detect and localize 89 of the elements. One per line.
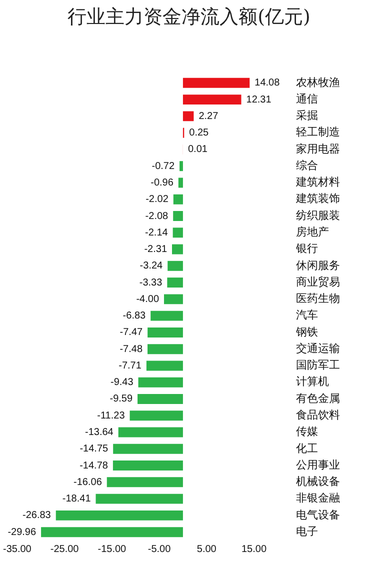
data-label: -4.00 — [136, 294, 160, 305]
bar — [130, 410, 183, 421]
data-label: -7.47 — [120, 327, 144, 338]
y-tick-label: 计算机 — [296, 375, 329, 388]
data-label: -0.96 — [150, 177, 174, 188]
y-tick-label: 建筑材料 — [295, 176, 340, 189]
data-label: -9.59 — [110, 394, 133, 405]
y-tick-label: 电子 — [296, 524, 318, 538]
data-label: -2.08 — [145, 210, 169, 222]
data-label: -26.83 — [22, 510, 52, 522]
y-tick-label: 通信 — [296, 92, 318, 106]
data-label: 12.31 — [246, 94, 272, 106]
y-tick-label: 化工 — [296, 442, 318, 455]
bar — [180, 161, 183, 172]
bar — [41, 527, 183, 538]
bar — [148, 327, 183, 338]
y-tick-label: 轻工制造 — [296, 126, 340, 139]
y-tick-label: 纺织服装 — [296, 208, 340, 222]
bar — [173, 211, 183, 221]
bar — [146, 360, 183, 371]
bar — [182, 94, 242, 105]
x-tick-label: 15.00 — [241, 544, 267, 556]
bar — [112, 460, 183, 471]
bar — [172, 244, 183, 254]
data-label: -2.02 — [146, 194, 169, 206]
y-tick-label: 商业贸易 — [296, 275, 340, 288]
y-tick-label: 交通运输 — [296, 342, 340, 355]
data-label: -3.33 — [139, 277, 163, 288]
y-tick-label: 房地产 — [296, 226, 329, 238]
x-tick-label: -5.00 — [148, 544, 172, 556]
x-tick-label: -15.00 — [98, 544, 127, 556]
y-tick-label: 汽车 — [296, 308, 318, 322]
y-tick-label: 国防军工 — [296, 358, 340, 372]
bar — [138, 377, 183, 388]
data-label: -7.48 — [120, 344, 143, 355]
bar — [96, 494, 183, 504]
data-label: -18.41 — [62, 494, 92, 505]
bar — [118, 427, 183, 438]
bar — [113, 444, 183, 454]
data-label: 2.27 — [198, 110, 219, 122]
bar — [182, 111, 194, 122]
data-label: -2.14 — [145, 227, 168, 238]
bar — [150, 310, 183, 321]
y-tick-label: 综合 — [296, 158, 318, 172]
bar — [106, 477, 183, 488]
bar — [172, 228, 183, 238]
y-tick-label: 公用事业 — [296, 458, 340, 472]
data-label: -3.24 — [140, 260, 164, 272]
x-tick-label: 5.00 — [196, 544, 217, 556]
data-label: 0.01 — [188, 144, 208, 156]
data-label: 0.25 — [189, 128, 210, 139]
y-tick-label: 建筑装饰 — [295, 192, 340, 206]
bar — [56, 510, 183, 520]
x-tick-label: -25.00 — [50, 544, 80, 556]
y-tick-label: 医药生物 — [296, 292, 340, 306]
bar — [148, 344, 183, 354]
data-label: -14.78 — [80, 460, 108, 472]
bar — [182, 78, 250, 88]
y-tick-label: 钢铁 — [295, 325, 318, 338]
y-tick-label: 食品饮料 — [296, 408, 340, 422]
bar — [173, 194, 183, 204]
chart-title: 行业主力资金净流入额(亿元) — [66, 5, 312, 30]
data-label: 14.08 — [254, 78, 280, 89]
data-label: -13.64 — [84, 427, 114, 438]
y-tick-label: 采掘 — [296, 109, 318, 122]
y-tick-label: 传媒 — [296, 425, 318, 438]
data-label: -9.43 — [110, 377, 134, 388]
bar — [164, 294, 183, 304]
data-label: -0.72 — [152, 160, 175, 172]
data-label: -14.75 — [80, 444, 109, 455]
data-label: -6.83 — [122, 310, 146, 322]
y-tick-label: 银行 — [295, 242, 318, 256]
y-tick-label: 电气设备 — [296, 508, 340, 522]
x-tick-label: -35.00 — [3, 544, 32, 556]
data-label: -16.06 — [74, 476, 102, 488]
data-label: -2.31 — [144, 244, 168, 256]
bar — [167, 278, 183, 288]
y-tick-label: 家用电器 — [296, 142, 340, 156]
bar — [168, 260, 183, 271]
y-tick-label: 非银金融 — [296, 492, 340, 505]
bar — [138, 394, 183, 404]
data-label: -11.23 — [97, 410, 126, 422]
data-label: -7.71 — [118, 360, 142, 372]
y-tick-label: 休闲服务 — [296, 258, 340, 272]
y-tick-label: 农林牧渔 — [296, 76, 340, 89]
data-label: -29.96 — [8, 526, 36, 538]
y-tick-label: 有色金属 — [296, 392, 340, 405]
bar — [178, 178, 183, 188]
y-tick-label: 机械设备 — [296, 475, 340, 488]
